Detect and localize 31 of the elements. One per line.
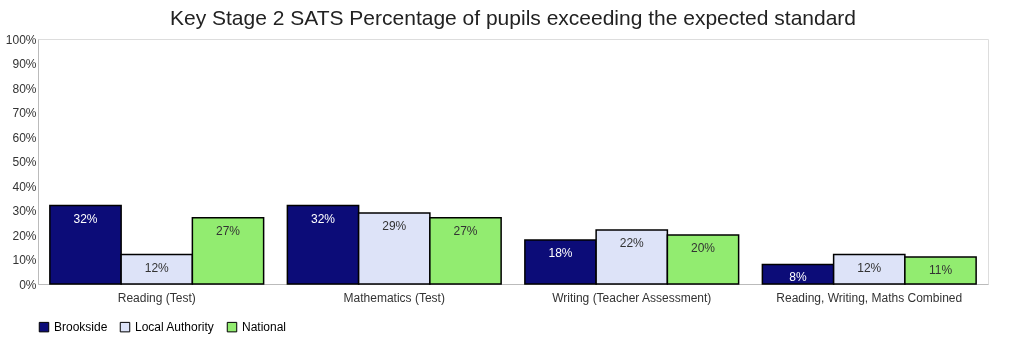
y-tick-label: 40% xyxy=(12,179,37,194)
y-tick-label: 70% xyxy=(12,106,37,120)
legend-label: National xyxy=(242,320,287,335)
legend-label: Brookside xyxy=(54,320,108,335)
data-label: 12% xyxy=(857,260,882,275)
y-tick-label: 0% xyxy=(19,277,37,292)
y-tick-label: 100% xyxy=(5,32,37,47)
data-label: 27% xyxy=(453,223,478,238)
chart-title: Key Stage 2 SATS Percentage of pupils exceeding the expected standard xyxy=(169,6,857,29)
data-label: 8% xyxy=(789,270,807,285)
data-label: 22% xyxy=(619,236,645,251)
data-label: 29% xyxy=(382,218,407,233)
data-label: 11% xyxy=(928,263,953,278)
y-tick-label: 90% xyxy=(12,57,37,71)
y-tick-label: 50% xyxy=(12,155,37,169)
data-label: 12% xyxy=(144,260,170,275)
legend-label: Local Authority xyxy=(135,320,214,335)
x-tick-label: Writing (Teacher Assessment) xyxy=(552,290,712,305)
data-label: 32% xyxy=(73,211,98,226)
data-label: 20% xyxy=(690,241,716,255)
x-tick-label: Mathematics (Test) xyxy=(343,290,445,305)
data-label: 18% xyxy=(548,245,573,260)
y-tick-label: 10% xyxy=(12,253,37,267)
data-label: 32% xyxy=(310,211,336,226)
y-tick-label: 60% xyxy=(12,130,37,145)
y-tick-label: 30% xyxy=(12,204,37,218)
x-tick-label: Reading (Test) xyxy=(117,290,196,305)
y-tick-label: 80% xyxy=(12,81,37,96)
x-tick-label: Reading, Writing, Maths Combined xyxy=(776,290,963,305)
data-label: 27% xyxy=(215,223,241,238)
y-tick-label: 20% xyxy=(12,228,37,243)
